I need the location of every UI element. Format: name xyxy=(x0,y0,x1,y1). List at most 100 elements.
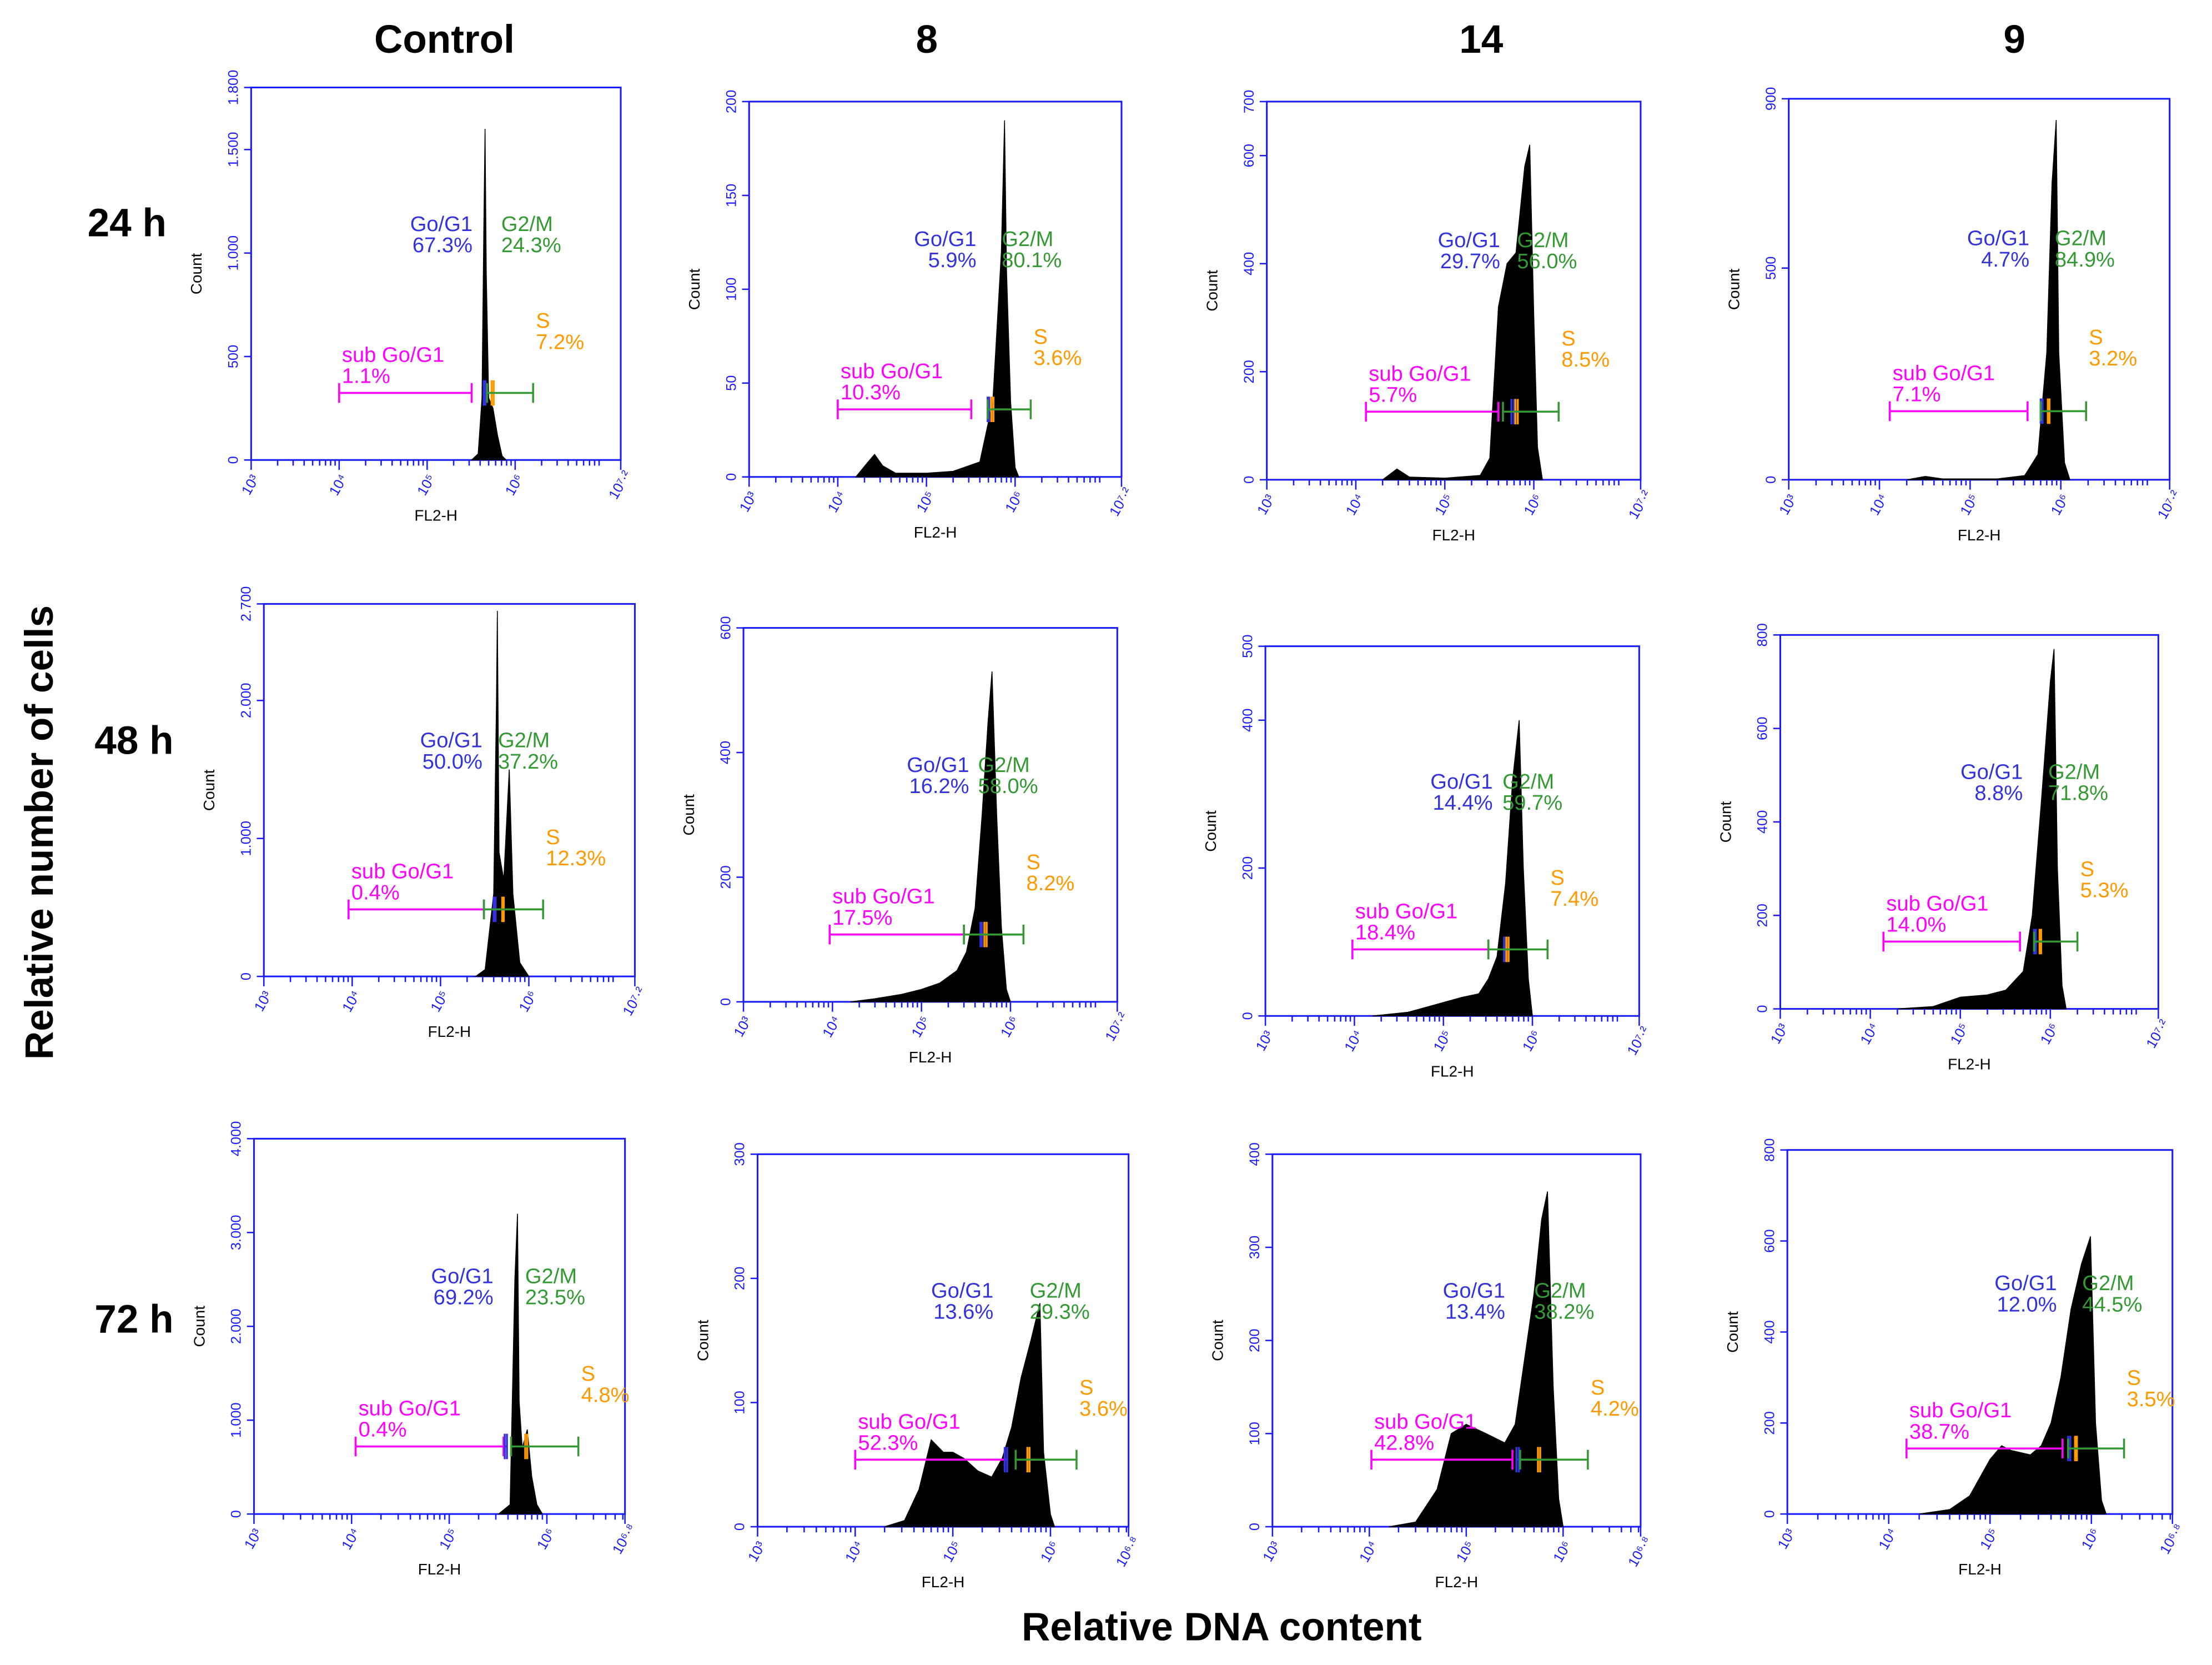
gate-name: G2/M xyxy=(1502,770,1554,794)
x-axis-label: FL2-H xyxy=(1431,1062,1474,1080)
y-tick-label: 0 xyxy=(732,1523,748,1531)
gate-name: Go/G1 xyxy=(931,1280,993,1303)
gate-name: Go/G1 xyxy=(1994,1272,2057,1295)
gate-percent: 56.0% xyxy=(1517,250,1577,273)
gate-name: S xyxy=(536,309,550,333)
y-tick-label: 0 xyxy=(1763,476,1779,484)
gate-percent: 1.1% xyxy=(342,365,390,388)
figure-xlabel: Relative DNA content xyxy=(1022,1605,1422,1649)
x-axis-label: FL2-H xyxy=(1432,526,1475,544)
y-tick-label: 1.800 xyxy=(226,70,242,106)
gate-name: G2/M xyxy=(1517,229,1568,252)
y-tick-label: 700 xyxy=(1241,90,1257,113)
y-tick-label: 800 xyxy=(1755,623,1771,646)
y-tick-label: 200 xyxy=(1240,856,1255,880)
histogram xyxy=(1907,119,2071,480)
histogram xyxy=(1381,144,1543,480)
gate-name: G2/M xyxy=(2055,227,2107,250)
y-tick-label: 400 xyxy=(1247,1142,1263,1166)
gate-percent: 7.2% xyxy=(536,330,584,354)
gate-percent: 42.8% xyxy=(1374,1431,1434,1455)
gate-name: sub Go/G1 xyxy=(342,344,444,367)
y-tick-label: 0 xyxy=(1241,476,1257,484)
y-tick-label: 2.700 xyxy=(238,586,254,622)
figure-ylabel: Relative number of cells xyxy=(18,605,62,1060)
y-tick-label: 900 xyxy=(1763,87,1779,111)
gate-name: Go/G1 xyxy=(431,1265,493,1288)
x-axis-label: FL2-H xyxy=(428,1023,471,1040)
y-axis-label: Count xyxy=(1717,801,1734,842)
y-axis-label: Count xyxy=(190,1306,208,1347)
y-tick-label: 1.000 xyxy=(226,235,242,271)
gate-percent: 3.6% xyxy=(1034,347,1082,370)
gate-percent: 3.6% xyxy=(1079,1397,1128,1421)
gate-name: S xyxy=(1561,327,1575,350)
y-tick-label: 400 xyxy=(1241,252,1257,275)
column-label: 9 xyxy=(2003,18,2025,62)
y-tick-label: 1.000 xyxy=(238,821,254,856)
gate-name: Go/G1 xyxy=(410,213,472,236)
histogram xyxy=(1897,649,2067,1010)
y-tick-label: 200 xyxy=(718,865,733,889)
y-axis-label: Count xyxy=(694,1320,711,1361)
y-tick-label: 200 xyxy=(723,90,739,113)
x-axis-label: FL2-H xyxy=(1435,1573,1479,1591)
gate-percent: 4.7% xyxy=(1981,248,2029,272)
gate-name: S xyxy=(2080,858,2094,881)
y-tick-label: 800 xyxy=(1762,1138,1777,1161)
y-tick-label: 2.000 xyxy=(238,683,254,719)
gate-percent: 4.2% xyxy=(1591,1397,1639,1421)
gate-name: sub Go/G1 xyxy=(351,860,454,883)
row-label: 72 h xyxy=(94,1297,173,1341)
y-tick-label: 600 xyxy=(1755,716,1771,740)
gate-name: Go/G1 xyxy=(1430,770,1492,794)
y-tick-label: 400 xyxy=(1240,709,1255,732)
plot-frame xyxy=(748,101,1123,478)
gate-name: sub Go/G1 xyxy=(858,1410,960,1433)
y-tick-label: 200 xyxy=(1241,360,1257,383)
gate-name: G2/M xyxy=(2048,760,2100,784)
gate-name: S xyxy=(1034,325,1048,349)
plot-frame xyxy=(742,627,1118,1003)
y-tick-label: 0 xyxy=(1755,1005,1771,1013)
gate-percent: 59.7% xyxy=(1502,791,1562,815)
y-tick-label: 400 xyxy=(1755,810,1771,834)
y-tick-label: 0 xyxy=(723,473,739,481)
gate-percent: 37.2% xyxy=(498,750,558,774)
gate-name: S xyxy=(1026,851,1040,874)
gate-name: Go/G1 xyxy=(1438,229,1500,252)
gate-name: S xyxy=(2089,326,2103,349)
x-axis-label: FL2-H xyxy=(1948,1056,1991,1073)
y-tick-label: 200 xyxy=(732,1267,748,1290)
gate-percent: 7.4% xyxy=(1550,887,1598,911)
plot-frame xyxy=(263,603,636,977)
histogram xyxy=(497,1213,544,1514)
y-tick-label: 1.000 xyxy=(229,1402,244,1438)
gate-percent: 38.7% xyxy=(1909,1420,1969,1443)
y-tick-label: 500 xyxy=(1240,634,1255,658)
gate-name: Go/G1 xyxy=(1443,1280,1505,1303)
gate-name: G2/M xyxy=(978,754,1030,777)
y-axis-label: Count xyxy=(1202,810,1219,852)
gate-name: sub Go/G1 xyxy=(841,360,943,383)
gate-name: S xyxy=(1079,1376,1093,1400)
gate-percent: 12.0% xyxy=(1997,1293,2057,1316)
gate-percent: 17.5% xyxy=(832,906,892,930)
gate-percent: 5.3% xyxy=(2080,879,2129,902)
gate-name: S xyxy=(2127,1367,2141,1390)
gate-percent: 84.9% xyxy=(2055,248,2115,272)
gate-percent: 29.3% xyxy=(1030,1301,1090,1324)
gate-name: sub Go/G1 xyxy=(359,1397,461,1421)
plot-frame xyxy=(250,86,622,461)
gate-percent: 8.8% xyxy=(1974,782,2023,805)
y-tick-label: 400 xyxy=(1762,1320,1777,1343)
gate-percent: 7.1% xyxy=(1893,383,1941,406)
row-label: 48 h xyxy=(94,719,173,763)
y-tick-label: 100 xyxy=(723,278,739,301)
x-axis-label: FL2-H xyxy=(1958,1561,2002,1578)
y-tick-label: 4.000 xyxy=(229,1121,244,1157)
gate-name: Go/G1 xyxy=(907,754,969,777)
gate-percent: 8.2% xyxy=(1026,872,1074,895)
histogram xyxy=(1389,1191,1564,1527)
